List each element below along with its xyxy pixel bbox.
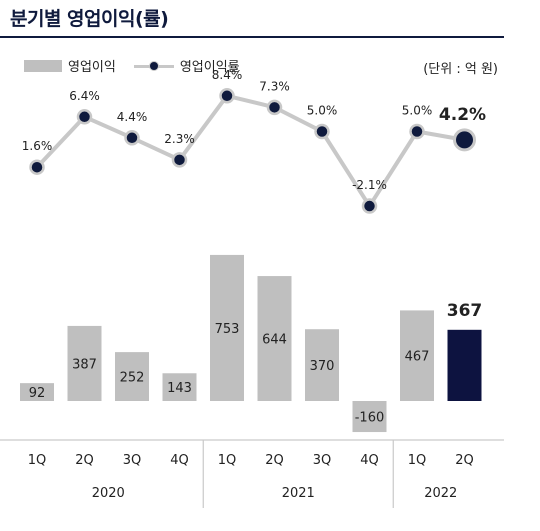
bar-0 [20,383,54,401]
quarter-label-1: 2Q [75,453,94,468]
quarter-label-7: 4Q [360,453,379,468]
bar-value-label-2: 252 [120,371,145,386]
margin-point-8 [409,123,425,140]
bar-value-label-5: 644 [262,333,287,348]
legend-bar-swatch [24,59,62,72]
margin-point-2 [124,130,140,146]
unit-label: (단위 : 억 원) [423,62,498,77]
margin-point-4 [219,88,235,104]
margin-point-5 [266,99,283,116]
bar-8 [400,310,434,401]
margin-label-3: 2.3% [164,132,195,146]
margin-point-0 [29,159,45,175]
bar-value-label-6: 370 [310,359,335,374]
bar-7 [352,401,387,433]
chart-title: 분기별 영업이익(률) [10,8,169,30]
margin-line [35,93,465,209]
bar-value-label-1: 387 [72,357,97,372]
legend-bar-label: 영업이익 [68,60,116,75]
bar-value-label-3: 143 [167,381,192,396]
bar-4 [210,254,244,401]
margin-point-9 [453,128,476,152]
margin-label-1: 6.4% [69,89,100,103]
margin-label-4: 8.4% [212,68,243,82]
quarter-label-2: 3Q [123,453,142,468]
legend-line-label: 영업이익률 [179,60,240,75]
legend: 영업이익 영업이익률 [24,56,240,75]
bar-value-label-9: 367 [447,301,483,321]
bar-value-label-0: 92 [29,386,46,401]
margin-point-1 [76,109,93,125]
bar-9 [447,329,482,401]
margin-label-6: 5.0% [307,104,338,118]
legend-line-swatch [133,60,174,72]
bar-6 [305,329,339,401]
bar-2 [115,352,149,401]
quarter-label-4: 1Q [218,453,237,468]
margin-label-9: 4.2% [439,105,486,125]
quarter-label-3: 4Q [170,453,189,468]
bar-3 [162,373,197,401]
bar-value-label-8: 467 [405,350,430,365]
margin-label-2: 4.4% [117,110,148,124]
title-rule [0,36,504,38]
year-label-2020: 2020 [92,486,125,501]
margin-label-8: 5.0% [402,104,433,118]
quarter-label-0: 1Q [28,453,47,468]
margin-label-7: -2.1% [352,178,387,192]
margin-point-6 [314,123,330,140]
quarter-label-8: 1Q [408,453,427,468]
bar-value-label-7: -160 [355,411,385,426]
margin-point-7 [361,198,378,214]
margin-point-3 [171,152,188,168]
bar-1 [67,325,102,401]
margin-label-0: 1.6% [22,139,53,153]
quarter-label-5: 2Q [265,453,284,468]
quarter-label-6: 3Q [313,453,332,468]
year-label-2022: 2022 [424,486,457,501]
bar-5 [257,276,292,401]
margin-label-5: 7.3% [259,79,290,93]
bar-value-label-4: 753 [215,322,240,337]
year-label-2021: 2021 [282,486,315,501]
quarter-label-9: 2Q [455,453,474,468]
